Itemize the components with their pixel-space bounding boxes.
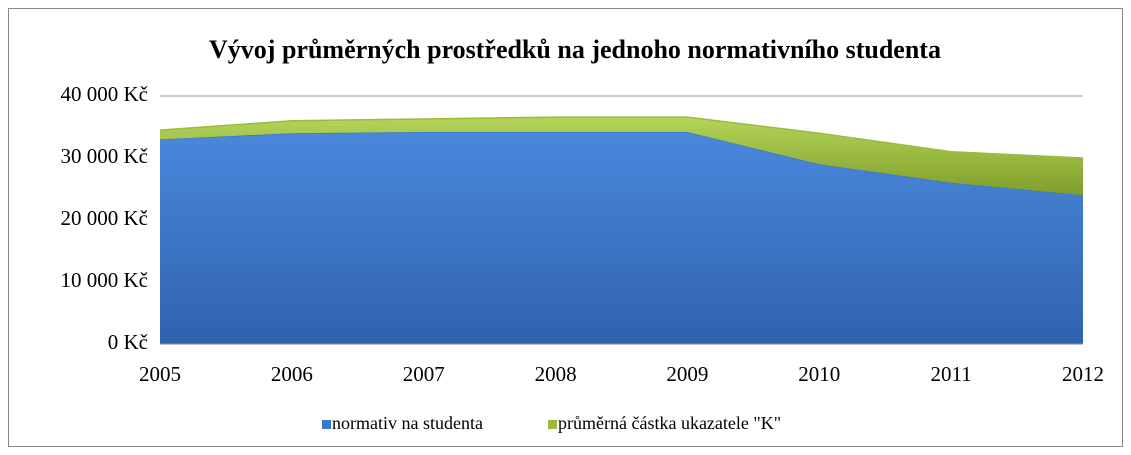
x-tick-label: 2011: [931, 362, 972, 386]
legend-label: normativ na studenta: [332, 413, 483, 433]
legend-label: průměrná částka ukazatele "K": [558, 413, 781, 433]
y-tick-label: 0 Kč: [108, 330, 148, 354]
x-tick-label: 2007: [403, 362, 445, 386]
x-tick-label: 2012: [1062, 362, 1104, 386]
y-tick-label: 10 000 Kč: [61, 268, 149, 292]
x-tick-label: 2005: [139, 362, 181, 386]
legend-swatch: [322, 420, 331, 429]
area-fill: [160, 131, 1083, 344]
x-tick-label: 2010: [798, 362, 840, 386]
legend-swatch: [548, 420, 557, 429]
x-tick-label: 2006: [271, 362, 313, 386]
chart-title: Vývoj průměrných prostředků na jednoho n…: [209, 35, 941, 64]
y-tick-label: 40 000 Kč: [61, 82, 149, 106]
area-fill: [160, 117, 1083, 196]
x-tick-label: 2008: [535, 362, 577, 386]
y-tick-label: 30 000 Kč: [61, 144, 149, 168]
area-top: [159, 116, 1084, 159]
y-tick-label: 20 000 Kč: [61, 206, 149, 230]
x-tick-label: 2009: [666, 362, 708, 386]
